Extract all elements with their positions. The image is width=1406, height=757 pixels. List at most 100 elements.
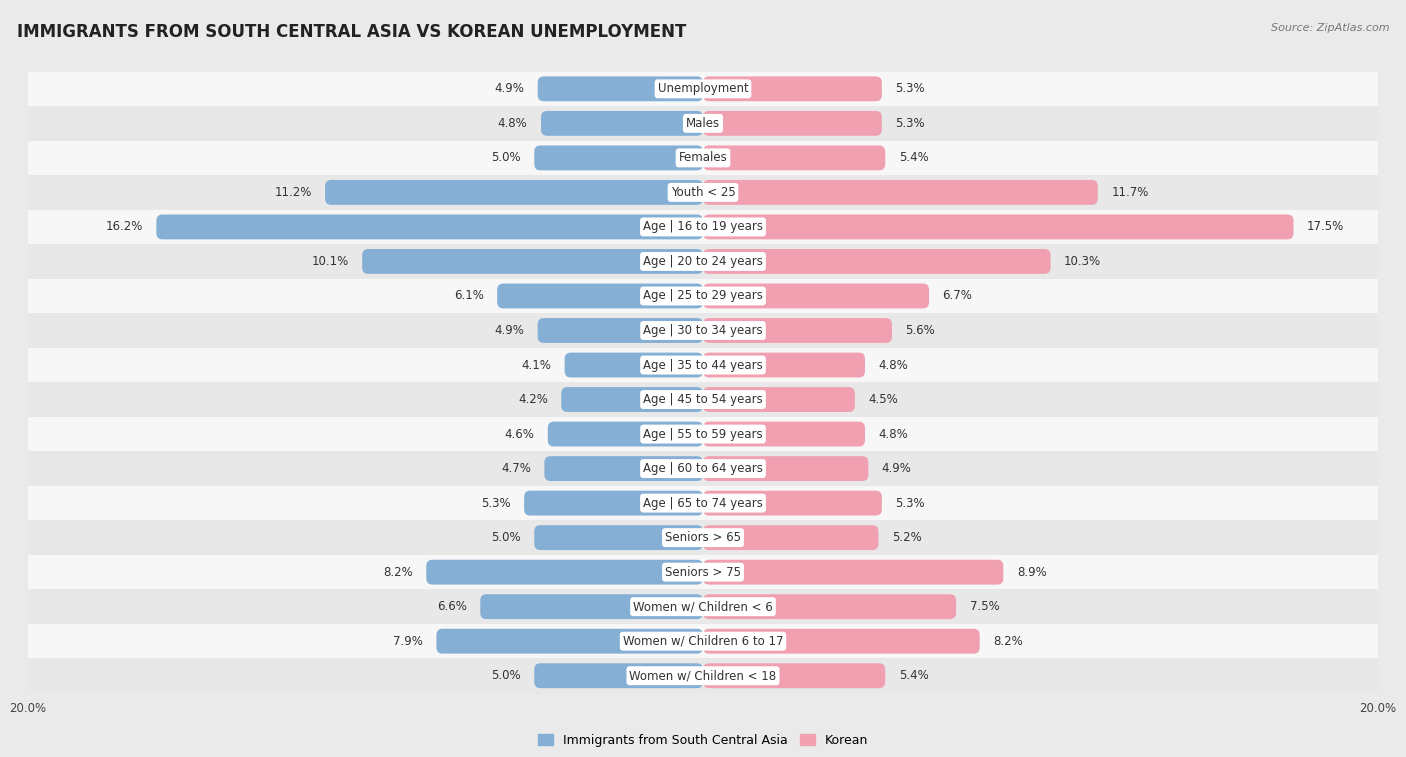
FancyBboxPatch shape — [548, 422, 703, 447]
Bar — [0, 175, 1406, 210]
Text: IMMIGRANTS FROM SOUTH CENTRAL ASIA VS KOREAN UNEMPLOYMENT: IMMIGRANTS FROM SOUTH CENTRAL ASIA VS KO… — [17, 23, 686, 41]
FancyBboxPatch shape — [565, 353, 703, 378]
Text: 4.9%: 4.9% — [495, 83, 524, 95]
Text: Women w/ Children 6 to 17: Women w/ Children 6 to 17 — [623, 634, 783, 648]
Text: 5.3%: 5.3% — [481, 497, 510, 509]
FancyBboxPatch shape — [534, 145, 703, 170]
Bar — [0, 624, 1406, 659]
Text: Youth < 25: Youth < 25 — [671, 186, 735, 199]
Bar — [0, 555, 1406, 590]
Text: Seniors > 65: Seniors > 65 — [665, 531, 741, 544]
Text: 5.4%: 5.4% — [898, 669, 928, 682]
Text: 4.9%: 4.9% — [495, 324, 524, 337]
Text: Males: Males — [686, 117, 720, 130]
FancyBboxPatch shape — [703, 559, 1004, 584]
Text: 11.7%: 11.7% — [1111, 186, 1149, 199]
FancyBboxPatch shape — [325, 180, 703, 205]
FancyBboxPatch shape — [703, 76, 882, 101]
Text: 5.0%: 5.0% — [491, 531, 520, 544]
Text: 4.9%: 4.9% — [882, 462, 911, 475]
Bar — [0, 141, 1406, 175]
Text: 4.1%: 4.1% — [522, 359, 551, 372]
FancyBboxPatch shape — [363, 249, 703, 274]
Text: 4.5%: 4.5% — [869, 393, 898, 406]
Text: Age | 20 to 24 years: Age | 20 to 24 years — [643, 255, 763, 268]
FancyBboxPatch shape — [703, 318, 891, 343]
Text: 6.1%: 6.1% — [454, 289, 484, 303]
FancyBboxPatch shape — [703, 214, 1294, 239]
Legend: Immigrants from South Central Asia, Korean: Immigrants from South Central Asia, Kore… — [537, 734, 869, 746]
Text: 5.0%: 5.0% — [491, 151, 520, 164]
Bar — [0, 590, 1406, 624]
FancyBboxPatch shape — [703, 629, 980, 653]
Text: Age | 65 to 74 years: Age | 65 to 74 years — [643, 497, 763, 509]
Text: 5.4%: 5.4% — [898, 151, 928, 164]
FancyBboxPatch shape — [481, 594, 703, 619]
Text: 10.3%: 10.3% — [1064, 255, 1101, 268]
Text: 4.8%: 4.8% — [498, 117, 527, 130]
Text: 8.2%: 8.2% — [993, 634, 1024, 648]
Text: 5.3%: 5.3% — [896, 83, 925, 95]
Text: 8.9%: 8.9% — [1017, 565, 1046, 578]
Text: 5.3%: 5.3% — [896, 497, 925, 509]
FancyBboxPatch shape — [703, 663, 886, 688]
Bar — [0, 347, 1406, 382]
Bar — [0, 417, 1406, 451]
Bar — [0, 451, 1406, 486]
FancyBboxPatch shape — [537, 76, 703, 101]
Text: Age | 55 to 59 years: Age | 55 to 59 years — [643, 428, 763, 441]
FancyBboxPatch shape — [498, 284, 703, 308]
Bar — [0, 520, 1406, 555]
FancyBboxPatch shape — [703, 111, 882, 136]
Bar — [0, 313, 1406, 347]
FancyBboxPatch shape — [537, 318, 703, 343]
FancyBboxPatch shape — [534, 525, 703, 550]
Text: 4.6%: 4.6% — [505, 428, 534, 441]
Text: 7.5%: 7.5% — [970, 600, 1000, 613]
FancyBboxPatch shape — [703, 456, 869, 481]
Text: 17.5%: 17.5% — [1308, 220, 1344, 233]
FancyBboxPatch shape — [541, 111, 703, 136]
Text: Age | 45 to 54 years: Age | 45 to 54 years — [643, 393, 763, 406]
FancyBboxPatch shape — [703, 387, 855, 412]
Text: 6.6%: 6.6% — [437, 600, 467, 613]
Bar — [0, 106, 1406, 141]
FancyBboxPatch shape — [426, 559, 703, 584]
FancyBboxPatch shape — [544, 456, 703, 481]
FancyBboxPatch shape — [703, 353, 865, 378]
Bar — [0, 659, 1406, 693]
Text: Age | 35 to 44 years: Age | 35 to 44 years — [643, 359, 763, 372]
Text: 8.2%: 8.2% — [382, 565, 413, 578]
Text: Age | 16 to 19 years: Age | 16 to 19 years — [643, 220, 763, 233]
Text: 4.8%: 4.8% — [879, 428, 908, 441]
Text: 11.2%: 11.2% — [274, 186, 312, 199]
Text: 16.2%: 16.2% — [105, 220, 143, 233]
Text: Source: ZipAtlas.com: Source: ZipAtlas.com — [1271, 23, 1389, 33]
FancyBboxPatch shape — [703, 491, 882, 516]
Bar — [0, 382, 1406, 417]
Text: 5.6%: 5.6% — [905, 324, 935, 337]
FancyBboxPatch shape — [436, 629, 703, 653]
FancyBboxPatch shape — [703, 594, 956, 619]
Text: Seniors > 75: Seniors > 75 — [665, 565, 741, 578]
Text: 5.0%: 5.0% — [491, 669, 520, 682]
Text: 7.9%: 7.9% — [394, 634, 423, 648]
FancyBboxPatch shape — [703, 284, 929, 308]
Text: 10.1%: 10.1% — [312, 255, 349, 268]
Text: Women w/ Children < 18: Women w/ Children < 18 — [630, 669, 776, 682]
Text: 4.2%: 4.2% — [517, 393, 548, 406]
Bar — [0, 210, 1406, 245]
Bar — [0, 245, 1406, 279]
Text: Females: Females — [679, 151, 727, 164]
FancyBboxPatch shape — [561, 387, 703, 412]
FancyBboxPatch shape — [703, 180, 1098, 205]
Bar — [0, 72, 1406, 106]
FancyBboxPatch shape — [524, 491, 703, 516]
Text: Women w/ Children < 6: Women w/ Children < 6 — [633, 600, 773, 613]
Text: Age | 30 to 34 years: Age | 30 to 34 years — [643, 324, 763, 337]
Text: Age | 25 to 29 years: Age | 25 to 29 years — [643, 289, 763, 303]
FancyBboxPatch shape — [703, 145, 886, 170]
Text: 5.2%: 5.2% — [891, 531, 922, 544]
FancyBboxPatch shape — [534, 663, 703, 688]
FancyBboxPatch shape — [156, 214, 703, 239]
